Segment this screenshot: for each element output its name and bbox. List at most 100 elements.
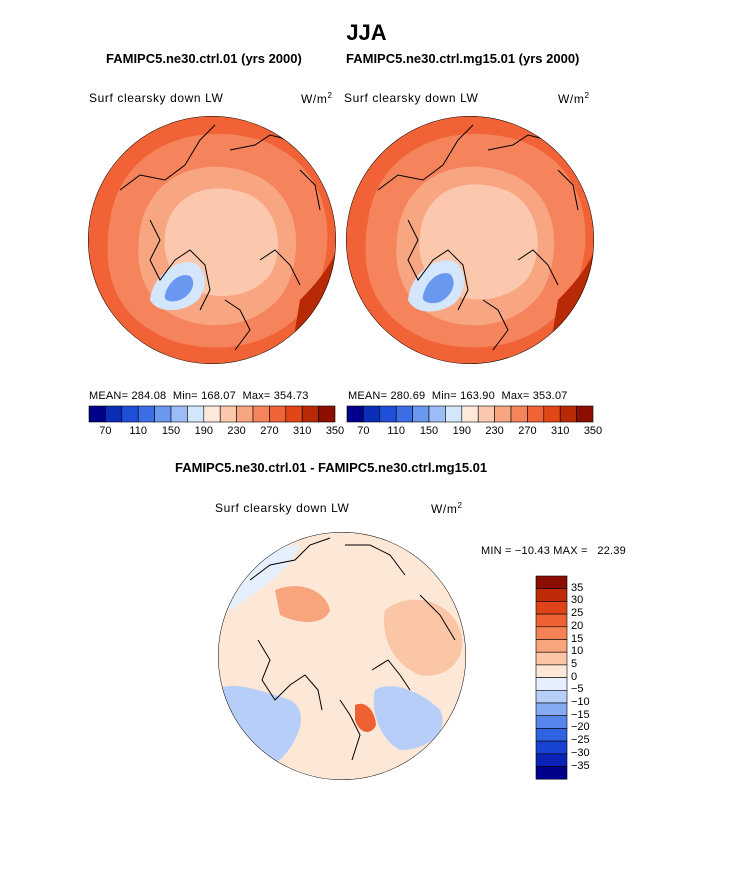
polar-map-diff xyxy=(218,532,466,780)
polar-map-1 xyxy=(88,116,336,364)
colorbar-swatch xyxy=(170,405,188,423)
colorbar-swatch xyxy=(445,405,463,423)
panel-1-title: FAMIPC5.ne30.ctrl.01 (yrs 2000) xyxy=(106,51,302,66)
colorbar-diff-label: 20 xyxy=(571,619,584,632)
colorbar-swatch xyxy=(535,728,568,742)
colorbar-swatch xyxy=(346,405,364,423)
colorbar-swatch xyxy=(535,740,568,755)
map-2-coastline xyxy=(377,124,579,351)
colorbar-tick-label: 70 xyxy=(99,425,112,437)
colorbar-tick-label: 270 xyxy=(260,425,279,437)
colorbar-swatch xyxy=(535,601,568,615)
colorbar-swatch xyxy=(285,405,303,423)
colorbar-tick-label: 230 xyxy=(485,425,504,437)
colorbar-swatch xyxy=(559,405,577,423)
colorbar-tick-label: 190 xyxy=(194,425,213,437)
colorbar-swatch xyxy=(137,405,155,423)
map-diff-pos-north xyxy=(275,586,330,622)
colorbar-swatch xyxy=(535,626,568,640)
map-diff-neg-north xyxy=(220,545,300,610)
colorbar-swatch xyxy=(535,588,568,602)
colorbar-swatch xyxy=(535,702,568,716)
panel-1-min-value: 168.07 xyxy=(201,390,236,402)
colorbar-swatch xyxy=(527,405,545,423)
polar-map-2 xyxy=(346,116,594,364)
panel-2-variable-label: Surf clearsky down LW xyxy=(344,91,479,105)
colorbar-diff-label: 5 xyxy=(571,657,578,670)
panel-1-max-value: 354.73 xyxy=(273,390,309,402)
colorbar-tick-label: 270 xyxy=(518,425,537,437)
colorbar-diff-label: −35 xyxy=(571,759,590,772)
panel-1-mean-value: 284.08 xyxy=(131,390,167,402)
colorbar-diff-label: 35 xyxy=(571,581,584,594)
panel-1-max-label: Max= xyxy=(242,390,271,402)
colorbar-diff-label: −10 xyxy=(571,696,590,708)
colorbar-swatch xyxy=(252,405,270,423)
colorbar-diff-label: 10 xyxy=(571,645,584,658)
colorbar-swatch xyxy=(477,405,495,423)
panel-2-title: FAMIPC5.ne30.ctrl.mg15.01 (yrs 2000) xyxy=(346,51,580,66)
colorbar-diff-label: −20 xyxy=(571,721,590,734)
colorbar-diff-label: 25 xyxy=(571,607,584,620)
diff-units-sup: 2 xyxy=(457,501,463,510)
panel-2-mean-label: MEAN= xyxy=(348,390,388,402)
colorbar-swatch xyxy=(461,405,479,423)
colorbar-tick-label: 310 xyxy=(293,425,312,437)
panel-1-mean-label: MEAN= xyxy=(89,390,129,402)
colorbar-swatch xyxy=(269,405,287,423)
colorbar-swatch xyxy=(576,405,594,423)
colorbar-swatch xyxy=(535,677,568,691)
diff-panel-title: FAMIPC5.ne30.ctrl.01 - FAMIPC5.ne30.ctrl… xyxy=(175,460,488,475)
colorbar-tick-label: 350 xyxy=(583,425,603,437)
panel-2-max-value: 353.07 xyxy=(532,390,568,402)
colorbar-swatch xyxy=(121,405,139,423)
panel-1-units-sup: 2 xyxy=(327,91,333,100)
colorbar-swatch xyxy=(535,575,568,589)
diff-units: W/m2 xyxy=(431,501,463,516)
colorbar-swatch xyxy=(318,405,336,423)
colorbar-tick-label: 70 xyxy=(357,425,370,437)
colorbar-tick-label: 110 xyxy=(129,425,147,437)
colorbar-swatch xyxy=(535,613,568,628)
panel-2-min-value: 163.90 xyxy=(460,390,495,402)
colorbar-swatch xyxy=(535,753,568,767)
colorbar-tick-label: 310 xyxy=(551,425,570,437)
colorbar-tick-label: 350 xyxy=(325,425,345,437)
panel-2-stats: MEAN= 280.69 Min= 163.90 Max= 353.07 xyxy=(348,390,568,402)
colorbar-swatch xyxy=(428,405,446,423)
map-2-greenland-core xyxy=(422,273,454,304)
colorbar-swatch xyxy=(154,405,172,423)
colorbar-swatch xyxy=(535,766,568,780)
colorbar-tick-label: 190 xyxy=(452,425,471,437)
panel-2-units-sup: 2 xyxy=(584,91,590,100)
colorbar-panel-2 xyxy=(346,405,594,423)
colorbar-swatch xyxy=(543,405,561,423)
panel-2-units-base: W/m xyxy=(558,92,585,106)
map-diff-pos-scand xyxy=(355,703,376,732)
diff-minmax: MIN = −10.43 MAX = 22.39 xyxy=(481,545,626,557)
colorbar-swatch xyxy=(412,405,430,423)
colorbar-tick-label: 110 xyxy=(387,425,405,437)
colorbar-swatch xyxy=(535,651,568,666)
colorbar-diff-label: −15 xyxy=(571,708,590,721)
colorbar-swatch xyxy=(88,405,106,423)
map-diff-neg-east xyxy=(373,686,443,750)
panel-2-max-label: Max= xyxy=(501,390,530,402)
colorbar-panel-1 xyxy=(88,405,336,423)
colorbar-swatch xyxy=(494,405,512,423)
diff-variable-label: Surf clearsky down LW xyxy=(215,501,350,515)
colorbar-swatch xyxy=(219,405,237,423)
colorbar-diff-label: −5 xyxy=(571,683,584,696)
colorbar-tick-label: 230 xyxy=(227,425,246,437)
colorbar-diff xyxy=(535,575,568,780)
panel-1-min-label: Min= xyxy=(172,390,198,402)
colorbar-swatch xyxy=(535,639,568,653)
colorbar-swatch xyxy=(236,405,254,423)
colorbar-diff-label: 30 xyxy=(571,594,584,607)
panel-1-units: W/m2 xyxy=(301,91,333,106)
map-diff-coastline xyxy=(249,537,456,761)
colorbar-swatch xyxy=(535,689,568,704)
colorbar-swatch xyxy=(395,405,413,423)
colorbar-tick-label: 150 xyxy=(419,425,439,437)
